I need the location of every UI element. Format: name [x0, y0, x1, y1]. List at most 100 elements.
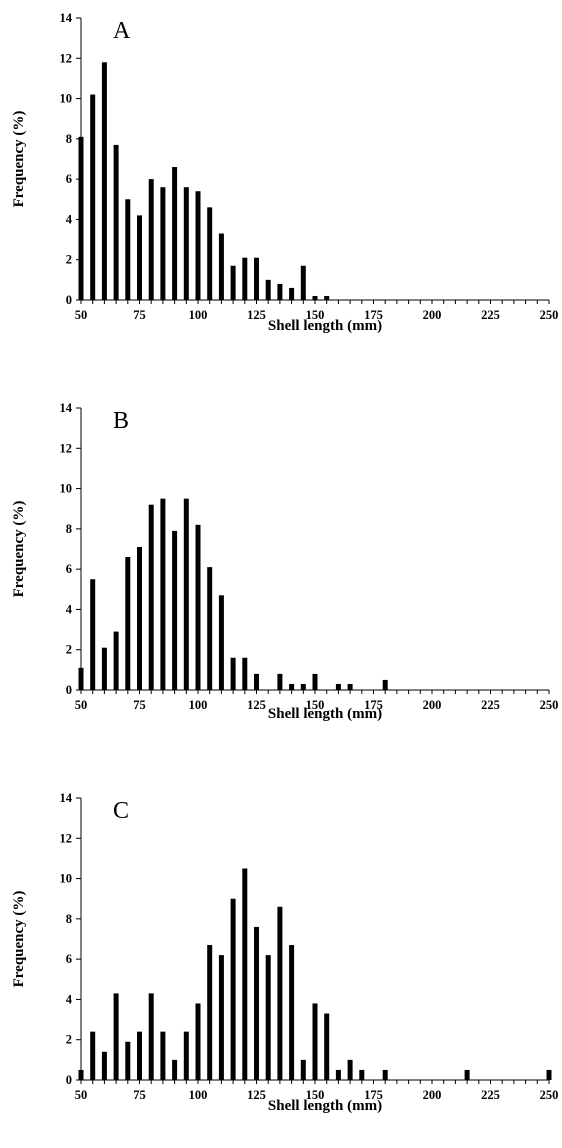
histogram-bar — [207, 945, 213, 1080]
histogram-bar — [195, 524, 201, 690]
histogram-bar — [359, 1069, 365, 1080]
x-tick-label: 150 — [306, 308, 325, 322]
histogram-bar — [207, 567, 213, 690]
x-tick-label: 75 — [133, 308, 146, 322]
panel-label: B — [113, 408, 129, 434]
histogram-bar — [148, 179, 154, 300]
histogram-bar — [277, 906, 283, 1080]
histogram-bar — [254, 257, 259, 300]
y-tick-label: 4 — [66, 992, 73, 1006]
histogram-bar — [125, 199, 131, 300]
y-tick-label: 14 — [60, 791, 73, 805]
histogram-bar — [218, 955, 224, 1080]
histogram-bar — [312, 673, 318, 690]
x-tick-label: 75 — [133, 1088, 146, 1102]
y-tick-label: 6 — [66, 172, 72, 186]
histogram-bar — [137, 546, 142, 690]
histogram-bar — [347, 1059, 353, 1080]
x-tick-label: 175 — [364, 1088, 383, 1102]
y-axis-label: Frequency (%) — [11, 111, 27, 208]
y-tick-label: 14 — [60, 11, 73, 25]
x-tick-label: 175 — [364, 698, 383, 712]
x-tick-label: 125 — [247, 308, 266, 322]
histogram-bar — [113, 993, 119, 1080]
y-tick-label: 12 — [60, 441, 73, 455]
histogram-bar — [242, 257, 248, 300]
histogram-bar — [125, 557, 131, 690]
y-tick-label: 10 — [60, 872, 73, 886]
histogram-bar — [242, 657, 248, 690]
x-tick-label: 250 — [540, 698, 559, 712]
panel-label: C — [113, 798, 129, 824]
histogram-bar — [230, 265, 236, 300]
x-tick-label: 75 — [133, 698, 146, 712]
x-tick-label: 200 — [423, 308, 442, 322]
histogram-bar — [218, 595, 224, 690]
histogram-bar — [242, 868, 248, 1080]
x-tick-label: 125 — [247, 698, 266, 712]
histogram-bar — [113, 631, 119, 690]
histogram-bar — [172, 1059, 178, 1080]
histogram-bar — [125, 1041, 131, 1080]
x-tick-label: 225 — [481, 698, 500, 712]
histogram-bar — [78, 1069, 84, 1080]
histogram-bar — [464, 1069, 470, 1080]
x-tick-label: 50 — [75, 308, 88, 322]
histogram-bar — [230, 898, 236, 1080]
chart-panel-b: 0 2 4 6 8 10 12 14 50 75 100 125 150 175 200 225 250 Shel… — [11, 401, 558, 722]
histogram-bar — [101, 62, 107, 300]
histogram-bar — [289, 683, 295, 690]
histogram-bar — [312, 295, 318, 300]
histogram-bar — [195, 1003, 201, 1080]
y-tick-label: 12 — [60, 831, 73, 845]
x-tick-label: 200 — [423, 698, 442, 712]
y-tick-label: 6 — [66, 562, 72, 576]
chart-panel-c: 0 2 4 6 8 10 12 14 50 75 100 125 150 175 200 225 250 Shel… — [11, 791, 558, 1114]
x-tick-label: 150 — [306, 698, 325, 712]
histogram-bar — [148, 504, 154, 690]
x-tick-label: 100 — [189, 308, 208, 322]
x-tick-label: 225 — [481, 1088, 500, 1102]
x-axis-label: Shell length (mm) — [268, 318, 382, 334]
histogram-bar — [160, 187, 166, 300]
histogram-bar — [312, 1003, 318, 1080]
histogram-bar — [137, 215, 142, 300]
y-tick-label: 8 — [66, 522, 72, 536]
y-tick-label: 10 — [60, 92, 73, 106]
histogram-bar — [101, 1051, 107, 1080]
x-tick-label: 100 — [189, 1088, 208, 1102]
histogram-bar — [546, 1069, 552, 1080]
histogram-bar — [254, 926, 259, 1080]
histogram-bar — [300, 683, 306, 690]
y-tick-label: 2 — [66, 1033, 72, 1047]
y-tick-label: 8 — [66, 912, 72, 926]
y-axis-label: Frequency (%) — [11, 501, 27, 598]
histogram-bar — [300, 1059, 306, 1080]
histogram-bar — [148, 993, 154, 1080]
histogram-bar — [289, 945, 295, 1080]
histogram-bar — [382, 679, 388, 690]
y-tick-label: 4 — [66, 602, 73, 616]
histogram-bar — [78, 136, 84, 300]
histogram-bar — [90, 579, 96, 690]
histogram-bar — [347, 683, 353, 690]
histogram-bar — [265, 279, 271, 300]
panel-label: A — [113, 18, 131, 44]
histogram-bar — [289, 287, 295, 300]
histogram-bar — [172, 530, 178, 690]
x-tick-label: 225 — [481, 308, 500, 322]
histogram-bar — [101, 647, 107, 690]
x-tick-label: 175 — [364, 308, 383, 322]
y-axis-label: Frequency (%) — [11, 891, 27, 988]
histogram-bar — [207, 207, 213, 300]
x-tick-label: 50 — [75, 1088, 88, 1102]
chart-panel-a: 0 2 4 6 8 10 12 14 50 75 100 125 150 175 200 225 250 Shel… — [11, 11, 558, 334]
x-tick-label: 100 — [189, 698, 208, 712]
histogram-bar — [382, 1069, 388, 1080]
y-tick-label: 2 — [66, 643, 72, 657]
histogram-bar — [195, 191, 201, 300]
x-tick-label: 150 — [306, 1088, 325, 1102]
histogram-bar — [218, 233, 224, 300]
y-tick-label: 4 — [66, 212, 73, 226]
histogram-bar — [90, 94, 96, 301]
